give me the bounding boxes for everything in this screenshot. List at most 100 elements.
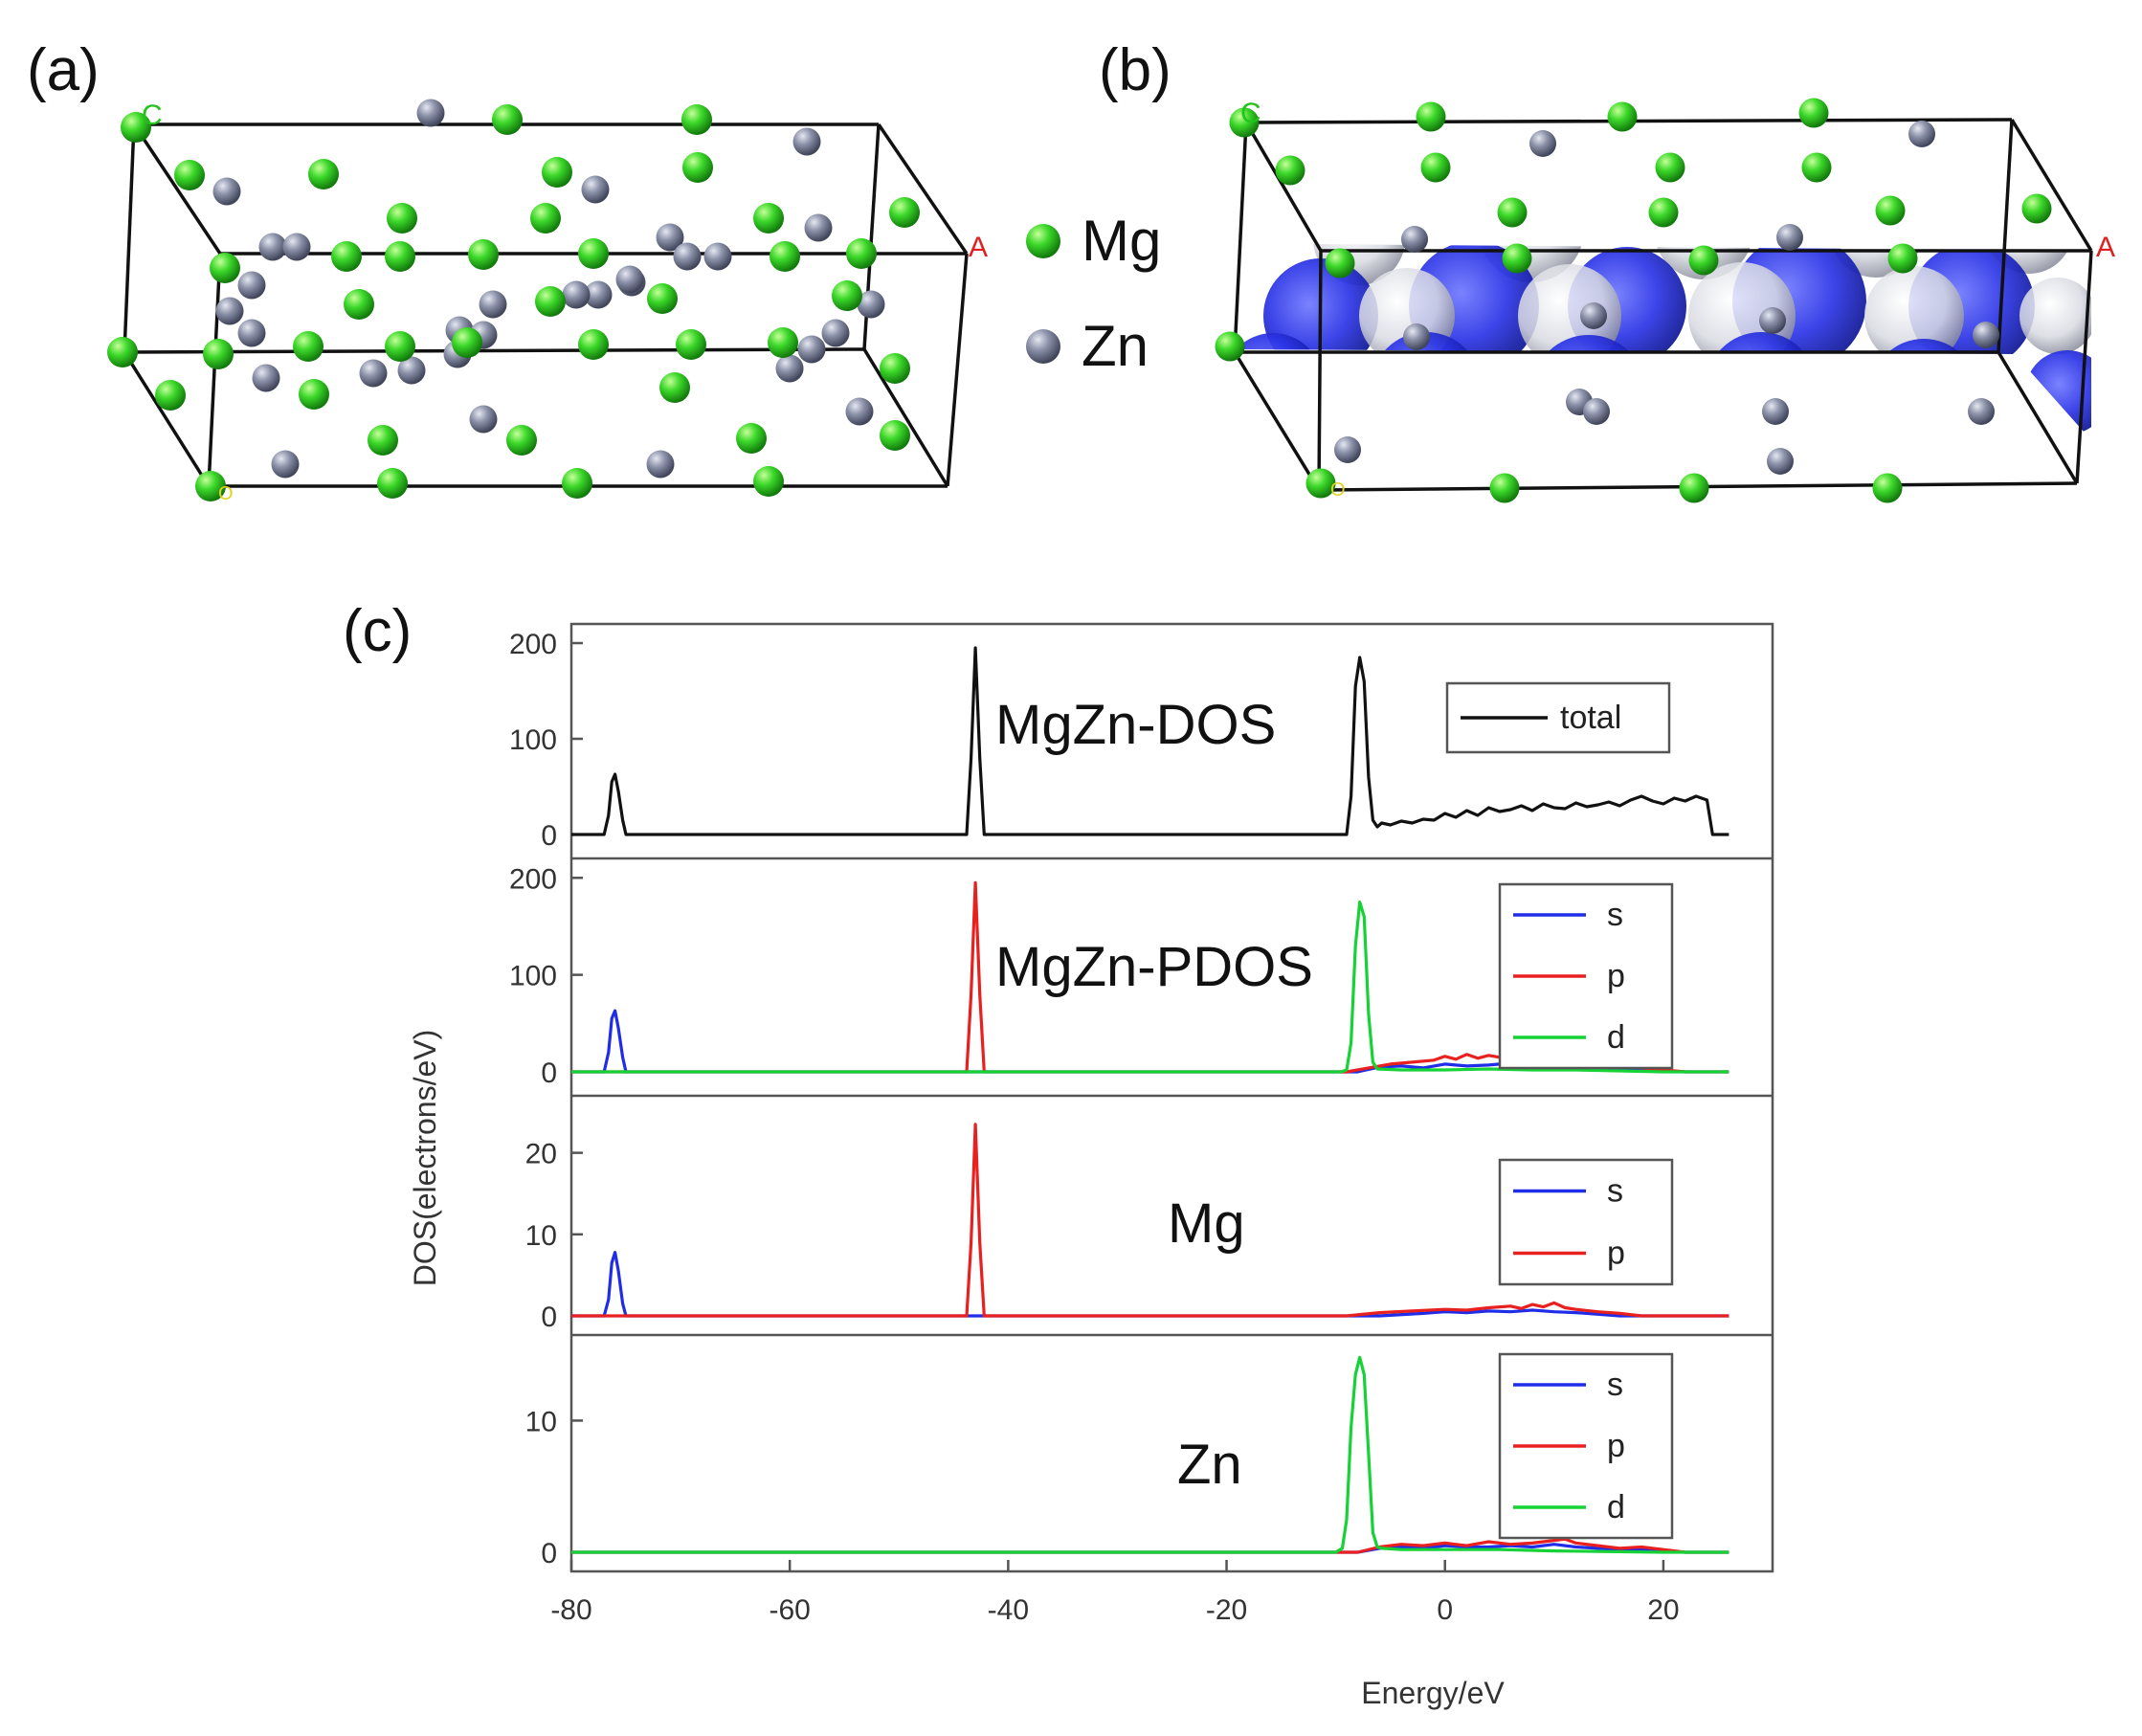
mg-atom	[1502, 243, 1532, 274]
legend-label-d: d	[1607, 1019, 1625, 1056]
x-tick-label: 0	[1437, 1594, 1453, 1626]
cell-edge	[1997, 119, 2014, 353]
y-tick-label: 100	[509, 961, 557, 992]
mg-atom	[562, 468, 592, 499]
mg-atom	[210, 253, 240, 283]
mg-atom	[1688, 245, 1719, 276]
cell-edge	[123, 123, 136, 353]
cell-edge	[1233, 351, 1321, 491]
legend-label-total: total	[1560, 700, 1621, 736]
x-tick-label: 20	[1647, 1594, 1679, 1626]
dos-subplot-4: 0 10 Zn spd	[525, 1333, 1773, 1569]
zn-atom	[237, 319, 266, 347]
axis-o-label-a: O	[218, 483, 234, 504]
mg-atom	[1305, 468, 1336, 499]
isosurface-blob-blue	[1371, 332, 1482, 440]
cell-edge	[2010, 119, 2093, 252]
zn-atom	[1401, 226, 1428, 253]
legend-2: spd	[1498, 882, 1674, 1070]
zn-atom	[792, 127, 821, 156]
mg-atom	[492, 104, 523, 135]
zn-atom	[397, 356, 426, 385]
mg-atom	[770, 241, 800, 272]
isosurface-blob-white	[1472, 390, 1552, 440]
panel-a-label: (a)	[27, 37, 100, 103]
atoms-b	[1215, 98, 2052, 503]
cell-edge	[1233, 122, 1248, 353]
zn-atom	[562, 280, 591, 309]
axis-c-label-a: C	[142, 100, 163, 131]
mg-atom	[880, 420, 910, 451]
dos-subplot-1: 0 100 200 MgZn-DOS total	[509, 629, 1729, 852]
cell-edge	[1997, 351, 2079, 484]
x-tick-label: -40	[988, 1594, 1029, 1626]
zn-atom	[237, 271, 266, 300]
zn-atom	[775, 354, 804, 383]
legend-label-s: s	[1607, 1173, 1623, 1210]
zn-atom	[416, 99, 445, 127]
mg-atom	[387, 203, 417, 234]
mg-atom	[107, 337, 138, 367]
zn-atom	[1529, 130, 1556, 157]
panel-b: (b) C A O	[1099, 37, 2115, 503]
zn-atom	[615, 265, 644, 294]
series-line-d	[571, 1355, 1729, 1554]
x-tick-label: -20	[1206, 1594, 1247, 1626]
subplot-title: MgZn-DOS	[995, 694, 1276, 756]
zn-atom	[1968, 398, 1995, 425]
zn-atom	[584, 280, 613, 309]
mg-atom	[1325, 248, 1355, 278]
isosurface-blob-blue	[1395, 120, 1514, 203]
zn-atom	[703, 242, 732, 271]
mg-atom	[1416, 101, 1446, 132]
mg-atom	[1798, 98, 1829, 128]
mg-atom	[1420, 152, 1451, 183]
mg-atom	[452, 327, 482, 358]
mg-atom	[1648, 197, 1679, 228]
mg-atom	[1497, 197, 1528, 228]
mg-atom	[174, 160, 205, 190]
dos-subplot-2: 0 100 200 MgZn-PDOS spd	[509, 857, 1773, 1089]
y-tick-label: 100	[509, 724, 557, 756]
mg-atom	[542, 157, 572, 188]
y-tick-label: 0	[541, 820, 557, 852]
subplot-title: Mg	[1168, 1192, 1245, 1255]
isosurface-blob-blue	[1870, 339, 1977, 440]
zn-atom	[469, 405, 498, 434]
isosurface-blob-blue	[1543, 120, 1673, 209]
isosurface-blob-blue	[2025, 350, 2091, 434]
isosurface-blob-white	[1642, 389, 1727, 440]
mg-atom	[880, 353, 910, 384]
subplot-title: Zn	[1177, 1434, 1242, 1496]
mg-atom	[676, 329, 706, 360]
series-line-s	[571, 1543, 1729, 1554]
axis-a-label-b: A	[2096, 232, 2115, 263]
mg-atom	[299, 379, 329, 410]
zn-atom	[821, 319, 850, 347]
mg-atom	[889, 197, 920, 228]
cell-edge	[123, 351, 211, 487]
legend-3: sp	[1498, 1158, 1674, 1286]
panel-a: (a) C A O	[27, 37, 988, 504]
zn-atom	[1334, 436, 1361, 463]
mg-atom	[1489, 473, 1520, 503]
zn-atom	[215, 297, 244, 325]
mg-atom	[659, 372, 690, 403]
mg-atom	[2021, 193, 2052, 224]
zn-atom	[1759, 307, 1786, 334]
isosurface-blob-white	[2019, 278, 2091, 354]
mg-atom	[1887, 243, 1918, 274]
mg-atom	[578, 329, 609, 360]
x-axis-label: Energy/eV	[1361, 1676, 1505, 1710]
legend-box	[1498, 1158, 1674, 1286]
atoms-a	[107, 99, 920, 501]
zn-atom	[581, 175, 610, 204]
series-line-p	[571, 1123, 1729, 1318]
y-tick-label: 0	[541, 1057, 557, 1089]
mg-atom	[385, 331, 415, 362]
axis-c-label-b: C	[1240, 98, 1261, 129]
subplot-title: MgZn-PDOS	[995, 936, 1313, 998]
legend-label-s: s	[1607, 897, 1623, 933]
